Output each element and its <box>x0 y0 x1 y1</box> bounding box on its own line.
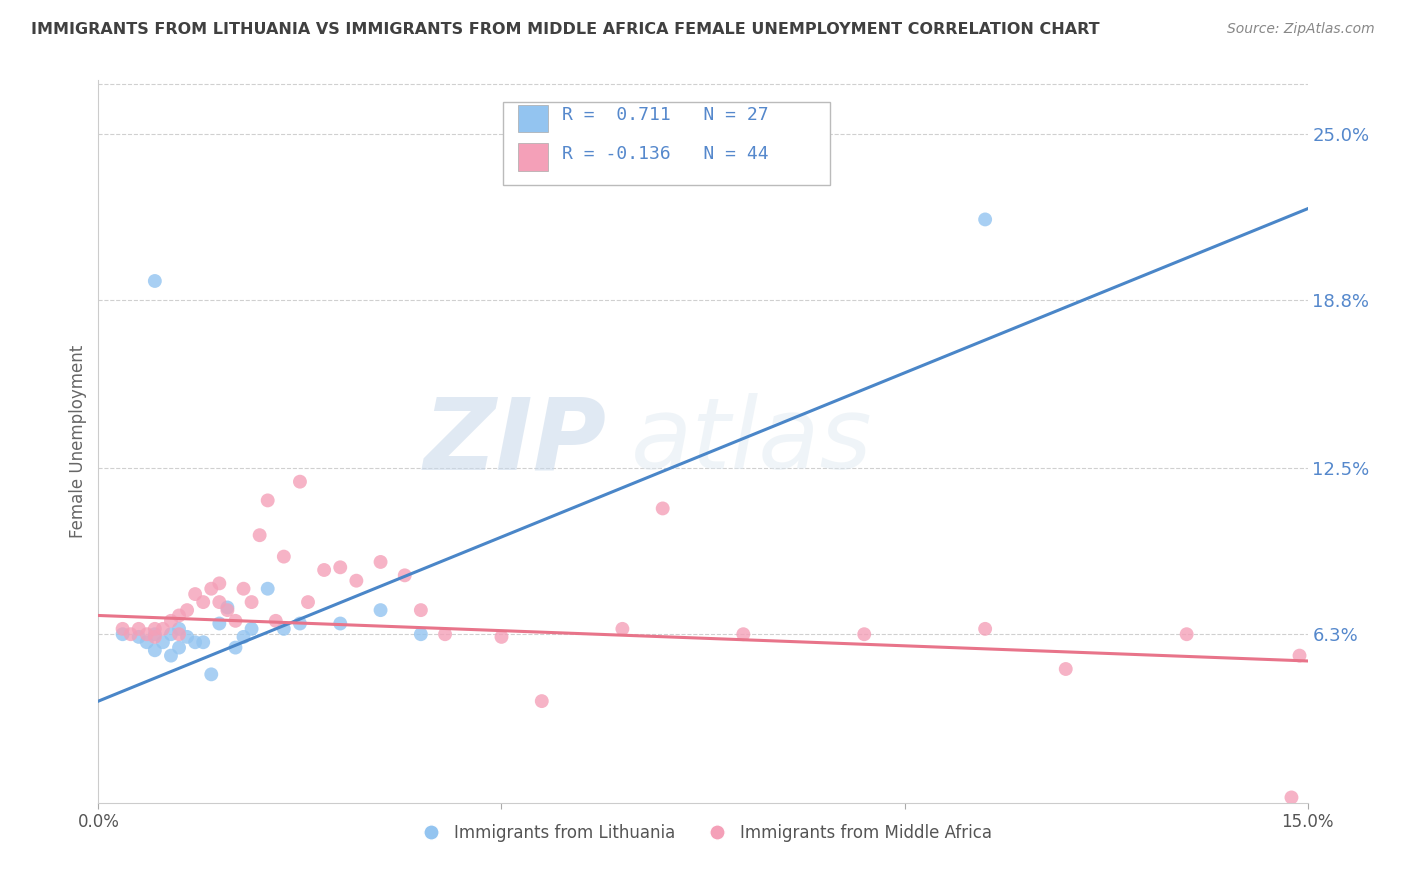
Point <box>143 627 166 641</box>
Point <box>193 635 215 649</box>
FancyBboxPatch shape <box>517 105 548 132</box>
Point <box>167 622 190 636</box>
Point <box>409 627 432 641</box>
Point <box>111 627 134 641</box>
Point <box>184 635 207 649</box>
Point <box>1281 790 1303 805</box>
Point <box>200 582 222 596</box>
Point <box>370 603 392 617</box>
Point <box>249 528 271 542</box>
Point <box>329 560 352 574</box>
FancyBboxPatch shape <box>517 143 548 170</box>
Point <box>264 614 287 628</box>
Point <box>273 622 295 636</box>
Point <box>217 603 239 617</box>
Point <box>974 622 997 636</box>
Point <box>370 555 392 569</box>
Point <box>128 630 150 644</box>
Point <box>143 622 166 636</box>
Point <box>273 549 295 564</box>
Point <box>111 622 134 636</box>
Point <box>184 587 207 601</box>
Point <box>344 574 367 588</box>
Point <box>232 630 254 644</box>
Text: atlas: atlas <box>630 393 872 490</box>
Point <box>232 582 254 596</box>
Point <box>217 600 239 615</box>
Point <box>120 627 142 641</box>
Point <box>297 595 319 609</box>
Point <box>193 595 215 609</box>
Point <box>256 493 278 508</box>
FancyBboxPatch shape <box>503 102 830 185</box>
Point <box>530 694 553 708</box>
Point <box>208 595 231 609</box>
Point <box>491 630 513 644</box>
Point <box>409 603 432 617</box>
Point <box>135 627 157 641</box>
Text: ZIP: ZIP <box>423 393 606 490</box>
Point <box>143 274 166 288</box>
Point <box>208 616 231 631</box>
Legend: Immigrants from Lithuania, Immigrants from Middle Africa: Immigrants from Lithuania, Immigrants fr… <box>408 817 998 848</box>
Point <box>240 595 263 609</box>
Point <box>160 627 183 641</box>
Point <box>167 608 190 623</box>
Point <box>167 640 190 655</box>
Point <box>1054 662 1077 676</box>
Point <box>974 212 997 227</box>
Point <box>329 616 352 631</box>
Point <box>1175 627 1198 641</box>
Point <box>288 475 311 489</box>
Point <box>152 635 174 649</box>
Point <box>1288 648 1310 663</box>
Text: R = -0.136   N = 44: R = -0.136 N = 44 <box>561 145 768 163</box>
Point <box>288 616 311 631</box>
Y-axis label: Female Unemployment: Female Unemployment <box>69 345 87 538</box>
Text: IMMIGRANTS FROM LITHUANIA VS IMMIGRANTS FROM MIDDLE AFRICA FEMALE UNEMPLOYMENT C: IMMIGRANTS FROM LITHUANIA VS IMMIGRANTS … <box>31 22 1099 37</box>
Point <box>167 627 190 641</box>
Point <box>224 640 246 655</box>
Point <box>394 568 416 582</box>
Point <box>200 667 222 681</box>
Point <box>176 630 198 644</box>
Point <box>224 614 246 628</box>
Point <box>314 563 336 577</box>
Point <box>853 627 876 641</box>
Point <box>240 622 263 636</box>
Point <box>612 622 634 636</box>
Point <box>143 643 166 657</box>
Point <box>160 648 183 663</box>
Point <box>135 635 157 649</box>
Point <box>651 501 673 516</box>
Point <box>152 622 174 636</box>
Point <box>434 627 457 641</box>
Point <box>160 614 183 628</box>
Point <box>176 603 198 617</box>
Point <box>143 630 166 644</box>
Point <box>256 582 278 596</box>
Text: R =  0.711   N = 27: R = 0.711 N = 27 <box>561 106 768 124</box>
Text: Source: ZipAtlas.com: Source: ZipAtlas.com <box>1227 22 1375 37</box>
Point <box>208 576 231 591</box>
Point <box>128 622 150 636</box>
Point <box>733 627 755 641</box>
